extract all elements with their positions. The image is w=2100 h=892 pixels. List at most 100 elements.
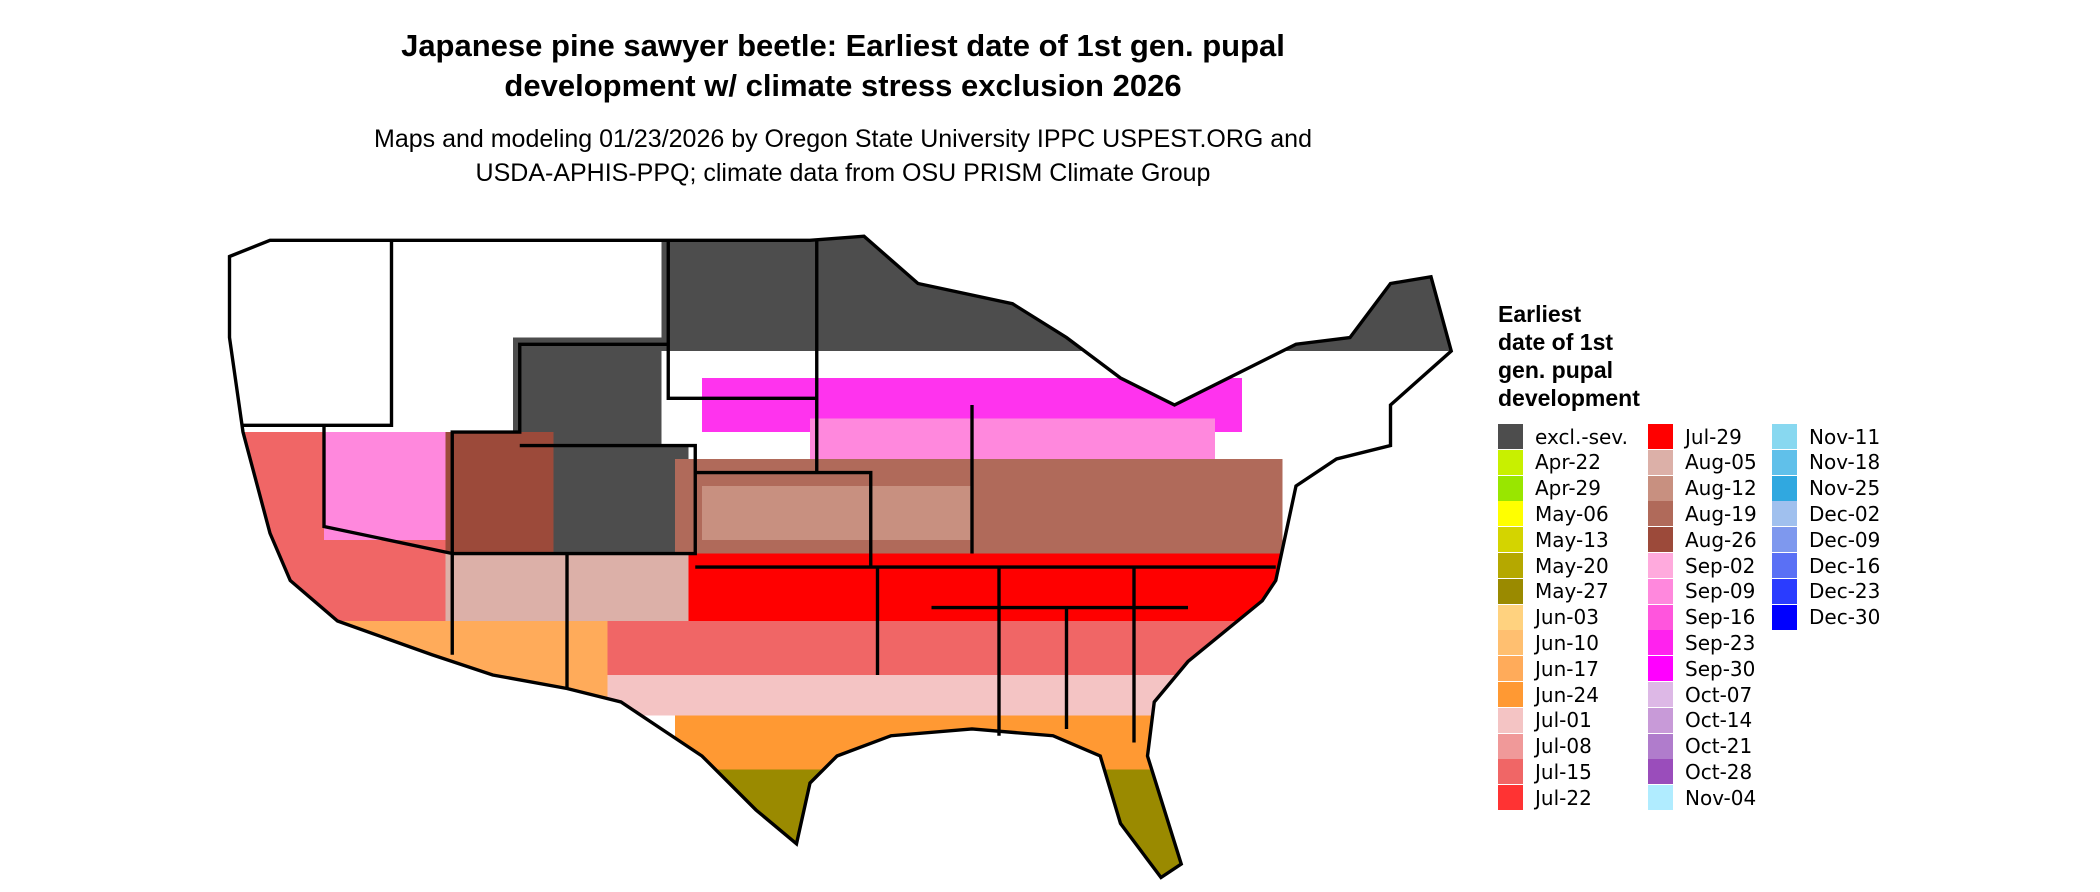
legend-swatch <box>1498 604 1523 630</box>
legend-label: Sep-30 <box>1685 656 1756 681</box>
legend-swatch <box>1498 707 1523 733</box>
legend-label: Dec-23 <box>1809 579 1881 604</box>
legend-swatch <box>1648 785 1673 811</box>
legend-swatch <box>1648 656 1673 682</box>
legend-title-line: date of 1st <box>1498 329 1614 355</box>
legend-label: Jun-03 <box>1535 605 1599 630</box>
legend-label: Nov-11 <box>1809 424 1881 449</box>
legend-label: Jun-10 <box>1535 630 1599 655</box>
legend-item: May-13 <box>1498 527 1609 553</box>
subtitle: Maps and modeling 01/23/2026 by Oregon S… <box>343 122 1343 190</box>
legend-item: Jul-08 <box>1498 733 1592 759</box>
legend-item: Jun-17 <box>1498 656 1599 682</box>
legend-title: Earliest date of 1st gen. pupal developm… <box>1498 300 1640 412</box>
legend-label: Apr-22 <box>1535 450 1601 475</box>
legend-swatch <box>1498 578 1523 604</box>
legend-item: Jul-22 <box>1498 785 1592 811</box>
legend-swatch <box>1648 527 1673 553</box>
legend-label: May-06 <box>1535 501 1609 526</box>
legend-item: Apr-29 <box>1498 475 1601 501</box>
legend-label: May-20 <box>1535 553 1609 578</box>
legend-swatch <box>1648 449 1673 475</box>
legend-swatch <box>1498 682 1523 707</box>
legend-item: Sep-23 <box>1648 630 1756 656</box>
map <box>227 234 1454 880</box>
legend-swatch <box>1772 449 1797 475</box>
map-body <box>227 234 1454 880</box>
legend-swatch <box>1648 424 1673 449</box>
legend-item: May-27 <box>1498 578 1609 604</box>
legend-swatch <box>1648 553 1673 578</box>
legend-swatch <box>1648 682 1673 707</box>
legend-swatch <box>1772 527 1797 553</box>
legend-label: Aug-05 <box>1685 450 1757 475</box>
legend-item: May-20 <box>1498 553 1609 578</box>
legend-item: Dec-30 <box>1772 604 1881 630</box>
legend-label: May-27 <box>1535 579 1609 604</box>
legend-label: Oct-07 <box>1685 682 1753 707</box>
legend-label: excl.-sev. <box>1535 424 1628 449</box>
title-line: Japanese pine sawyer beetle: Earliest da… <box>401 28 1285 63</box>
legend-swatch <box>1498 785 1523 811</box>
legend-item: Dec-09 <box>1772 527 1881 553</box>
legend-title-line: Earliest <box>1498 301 1582 327</box>
legend-item: Jun-03 <box>1498 604 1599 630</box>
legend-item: Jul-29 <box>1648 424 1742 449</box>
legend-item: Oct-28 <box>1648 759 1753 785</box>
legend-item: Aug-05 <box>1648 449 1757 475</box>
legend-item: Aug-26 <box>1648 527 1757 553</box>
legend-label: Sep-23 <box>1685 630 1756 655</box>
legend-swatch <box>1498 656 1523 682</box>
legend-item: Aug-12 <box>1648 475 1757 501</box>
legend-swatch <box>1772 475 1797 501</box>
legend-swatch <box>1498 527 1523 553</box>
legend-label: Sep-16 <box>1685 605 1756 630</box>
legend-swatch <box>1772 604 1797 630</box>
legend-swatch <box>1772 553 1797 578</box>
legend-title-line: gen. pupal <box>1498 357 1613 383</box>
legend-swatch <box>1648 733 1673 759</box>
legend-item: Oct-07 <box>1648 682 1752 707</box>
legend-item: May-06 <box>1498 501 1609 527</box>
legend-label: Jul-08 <box>1535 734 1592 759</box>
legend-swatch <box>1498 424 1523 449</box>
legend-label: Oct-14 <box>1685 708 1753 733</box>
legend-label: Nov-04 <box>1685 785 1757 810</box>
legend-swatch <box>1498 553 1523 578</box>
legend-label: Jul-15 <box>1535 759 1592 784</box>
legend-swatch <box>1498 733 1523 759</box>
legend-item: Oct-21 <box>1648 733 1752 759</box>
title-line: development w/ climate stress exclusion … <box>504 68 1182 103</box>
legend-label: Dec-09 <box>1809 527 1881 552</box>
legend-item: Aug-19 <box>1648 501 1757 527</box>
legend-item: Nov-11 <box>1772 424 1880 449</box>
map-fill <box>229 236 1452 878</box>
legend-swatch <box>1648 501 1673 527</box>
legend-item: Sep-09 <box>1648 578 1756 604</box>
legend-item: Sep-16 <box>1648 604 1756 630</box>
legend-item: Dec-16 <box>1772 553 1880 578</box>
legend-label: Oct-28 <box>1685 759 1753 784</box>
legend-item: Jul-01 <box>1498 707 1592 733</box>
legend-label: Jul-29 <box>1685 424 1742 449</box>
legend-item: Jul-15 <box>1498 759 1592 785</box>
legend-swatch <box>1648 759 1673 785</box>
legend-item: Dec-02 <box>1772 501 1881 527</box>
legend-swatch <box>1772 424 1797 449</box>
legend-swatch <box>1648 578 1673 604</box>
legend-item: Sep-30 <box>1648 656 1756 682</box>
legend-label: Sep-02 <box>1685 553 1756 578</box>
legend-label: Sep-09 <box>1685 579 1756 604</box>
legend-swatch <box>1498 501 1523 527</box>
legend-label: Jun-24 <box>1535 682 1599 707</box>
legend-label: Nov-25 <box>1809 476 1881 501</box>
legend-item: Nov-18 <box>1772 449 1880 475</box>
legend-label: Dec-30 <box>1809 605 1881 630</box>
legend-item: Nov-25 <box>1772 475 1881 501</box>
legend-label: Apr-29 <box>1535 476 1601 501</box>
legend-item: Sep-02 <box>1648 553 1755 578</box>
legend-swatch <box>1648 630 1673 656</box>
legend-label: Dec-02 <box>1809 501 1881 526</box>
legend-item: Oct-14 <box>1648 707 1753 733</box>
legend-swatch <box>1498 475 1523 501</box>
